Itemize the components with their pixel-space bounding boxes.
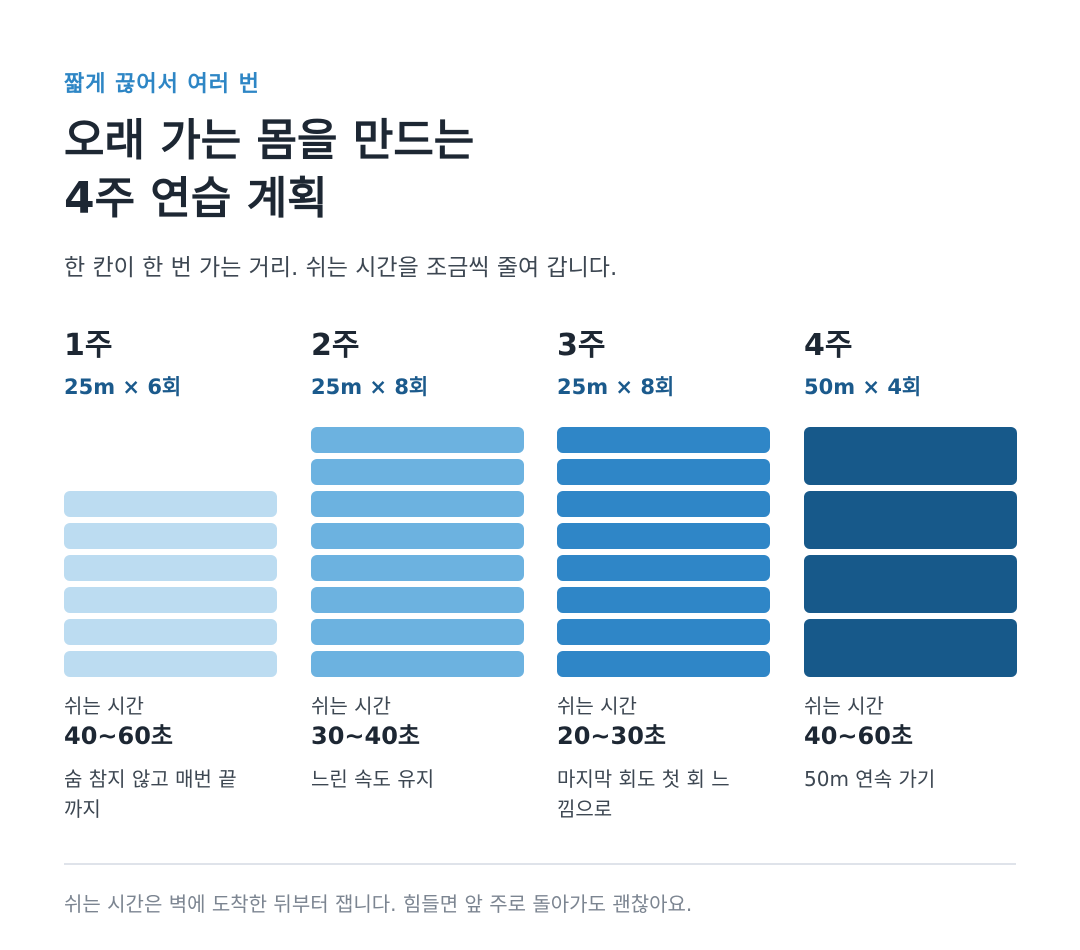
rest-value: 40~60초 xyxy=(804,722,913,750)
rep-bar xyxy=(64,619,277,645)
week-spec: 25m × 8회 xyxy=(311,375,429,399)
week-note: 숨 참지 않고 매번 끝까지 xyxy=(64,767,237,821)
rep-bar xyxy=(64,491,277,517)
rep-bar xyxy=(311,459,524,485)
rest-label: 쉬는 시간 xyxy=(804,694,884,718)
week-column-4: 4주 50m × 4회 쉬는 시간 40~60초 50m 연속 가기 xyxy=(804,326,1017,791)
rep-bar xyxy=(64,523,277,549)
week-column-1: 1주 25m × 6회 쉬는 시간 40~60초 숨 참지 않고 매번 끝까지 xyxy=(64,326,277,821)
divider xyxy=(64,863,1016,865)
rep-bar xyxy=(64,587,277,613)
rep-bar xyxy=(311,587,524,613)
subtitle: 한 칸이 한 번 가는 거리. 쉬는 시간을 조금씩 줄여 갑니다. xyxy=(64,255,618,281)
page-title: 오래 가는 몸을 만드는 4주 연습 계획 xyxy=(64,112,474,228)
week-note: 마지막 회도 첫 회 느낌으로 xyxy=(557,767,730,821)
week-info: 쉬는 시간 40~60초 숨 참지 않고 매번 끝까지 xyxy=(64,692,277,824)
week-label: 1주 xyxy=(64,328,113,363)
rep-bar xyxy=(557,619,770,645)
week-spec: 25m × 8회 xyxy=(557,375,675,399)
rep-bar xyxy=(557,427,770,453)
rep-bar xyxy=(64,651,277,677)
rest-label: 쉬는 시간 xyxy=(557,694,637,718)
week-column-3: 3주 25m × 8회 쉬는 시간 20~30초 마지막 회도 첫 회 느낌으로 xyxy=(557,326,770,821)
week-label: 4주 xyxy=(804,328,853,363)
week-note: 50m 연속 가기 xyxy=(804,767,936,791)
week-spec: 25m × 6회 xyxy=(64,375,182,399)
week-label: 2주 xyxy=(311,328,360,363)
rep-bar xyxy=(804,555,1017,613)
rep-bar xyxy=(557,523,770,549)
rest-label: 쉬는 시간 xyxy=(64,694,144,718)
rep-bar xyxy=(557,587,770,613)
rep-bar xyxy=(557,555,770,581)
rep-bar xyxy=(557,491,770,517)
eyebrow: 짧게 끊어서 여러 번 xyxy=(64,72,260,97)
week-spec: 50m × 4회 xyxy=(804,375,922,399)
rep-bars xyxy=(804,427,1017,677)
week-info: 쉬는 시간 40~60초 50m 연속 가기 xyxy=(804,692,1017,794)
rest-label: 쉬는 시간 xyxy=(311,694,391,718)
rep-bar xyxy=(311,555,524,581)
rep-bar xyxy=(804,491,1017,549)
rep-bar xyxy=(311,651,524,677)
rep-bars xyxy=(557,427,770,677)
week-info: 쉬는 시간 30~40초 느린 속도 유지 xyxy=(311,692,524,794)
rep-bar xyxy=(557,651,770,677)
rest-value: 40~60초 xyxy=(64,722,173,750)
week-column-2: 2주 25m × 8회 쉬는 시간 30~40초 느린 속도 유지 xyxy=(311,326,524,791)
rep-bars xyxy=(311,427,524,677)
week-info: 쉬는 시간 20~30초 마지막 회도 첫 회 느낌으로 xyxy=(557,692,770,824)
week-label: 3주 xyxy=(557,328,606,363)
rep-bars xyxy=(64,427,277,677)
rep-bar xyxy=(557,459,770,485)
footnote: 쉬는 시간은 벽에 도착한 뒤부터 잽니다. 힘들면 앞 주로 돌아가도 괜찮아… xyxy=(64,892,693,916)
rep-bar xyxy=(64,555,277,581)
title-line-2: 4주 연습 계획 xyxy=(64,173,328,224)
rep-bar xyxy=(311,491,524,517)
rest-value: 20~30초 xyxy=(557,722,666,750)
title-line-1: 오래 가는 몸을 만드는 xyxy=(64,115,475,166)
rep-bar xyxy=(804,619,1017,677)
rest-value: 30~40초 xyxy=(311,722,420,750)
rep-bar xyxy=(311,619,524,645)
rep-bar xyxy=(311,427,524,453)
week-note: 느린 속도 유지 xyxy=(311,767,435,791)
rep-bar xyxy=(804,427,1017,485)
rep-bar xyxy=(311,523,524,549)
